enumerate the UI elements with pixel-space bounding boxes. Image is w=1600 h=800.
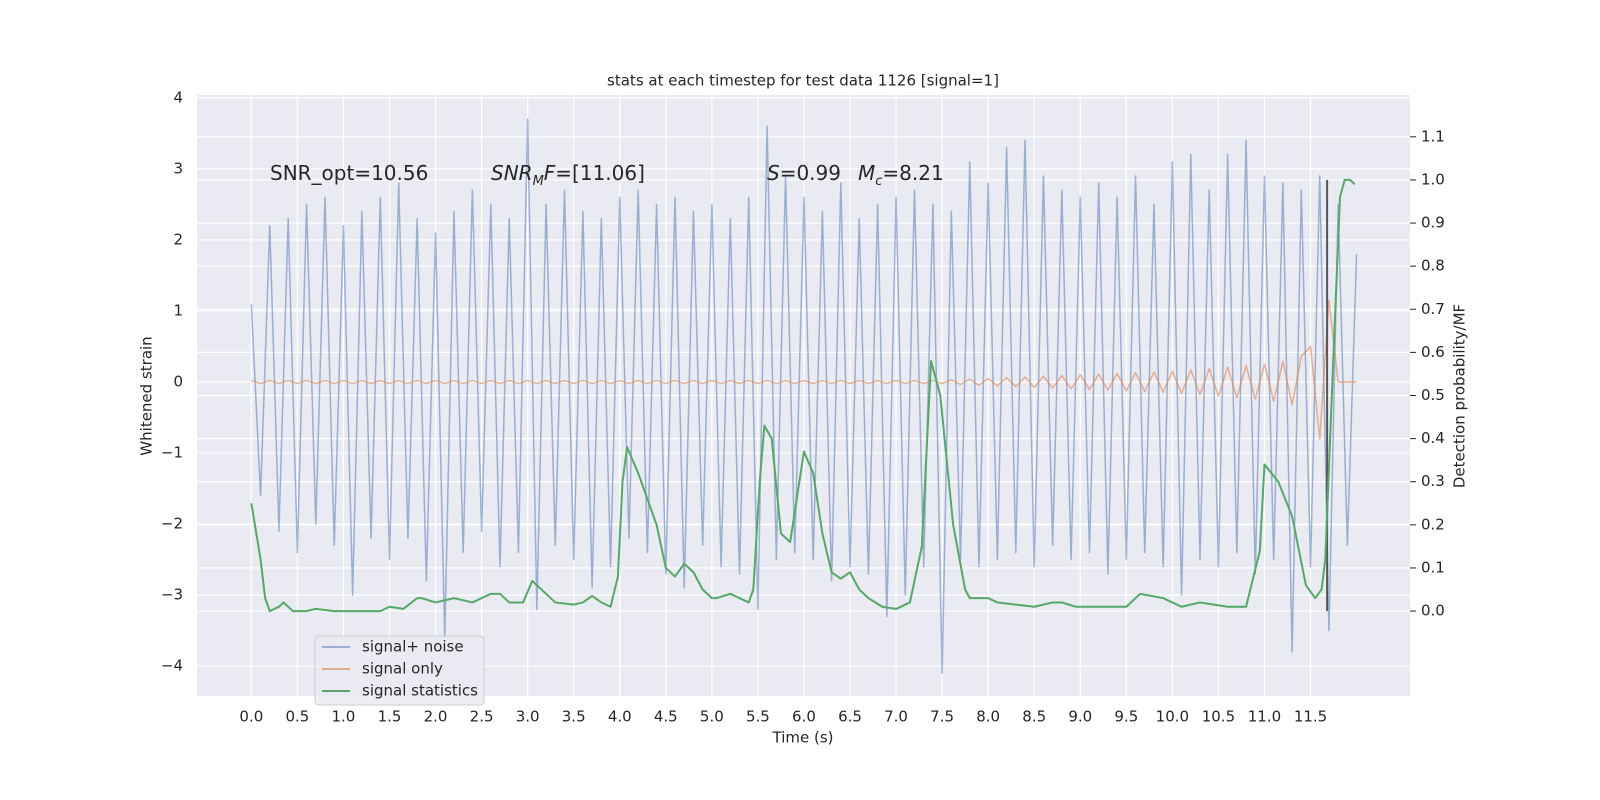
x-tick-label: 5.0 <box>700 708 724 726</box>
x-tick-label: 8.5 <box>1022 708 1046 726</box>
x-tick-label: 7.5 <box>930 708 954 726</box>
x-tick-label: 10.0 <box>1156 708 1189 726</box>
annotation-part: SNR <box>491 161 533 185</box>
y-tick-label: 0 <box>173 373 183 391</box>
y2-tick-label: 1.1 <box>1421 127 1445 145</box>
x-tick-label: 5.5 <box>746 708 770 726</box>
legend-label: signal+ noise <box>362 638 464 656</box>
annotation-part: F <box>544 161 556 185</box>
annotation-part: M <box>533 174 544 189</box>
y2-tick-label: 0.6 <box>1421 343 1445 361</box>
annotation: S=0.99 <box>767 161 841 185</box>
y-tick-label: −1 <box>161 444 183 462</box>
y2-tick-label: 0.5 <box>1421 386 1445 404</box>
x-tick-label: 1.0 <box>332 708 356 726</box>
y-tick-label: 3 <box>173 159 183 177</box>
x-tick-label: 4.5 <box>654 708 678 726</box>
y-axis-label: Whitened strain <box>138 336 156 455</box>
x-tick-label: 0.0 <box>239 708 263 726</box>
x-tick-label: 2.5 <box>470 708 494 726</box>
ticks: 0.0 0.5 1.0 1.5 2.0 2.5 3.0 3.5 4.0 4.5 5.0 5.5 6.0 6… <box>161 88 1445 725</box>
x-tick-label: 6.0 <box>792 708 816 726</box>
legend: signal+ noise signal only signal statistic… <box>314 635 485 706</box>
x-tick-label: 0.5 <box>285 708 309 726</box>
y-tick-label: 4 <box>173 88 183 106</box>
y2-tick-label: 0.0 <box>1421 602 1445 620</box>
y2-tick-label: 0.2 <box>1421 515 1445 533</box>
y2-axis-label: Detection probability/MF <box>1451 304 1469 488</box>
y2-tick-label: 0.8 <box>1421 257 1445 275</box>
x-tick-label: 1.5 <box>378 708 402 726</box>
annotation-part: =[11.06] <box>555 161 645 185</box>
x-tick-label: 3.5 <box>562 708 586 726</box>
annotation: SNR_opt=10.56 <box>270 161 428 185</box>
x-axis-label: Time (s) <box>772 729 834 747</box>
legend-label: signal statistics <box>362 682 478 700</box>
annotation: SNRMF=[11.06] <box>491 161 645 190</box>
x-tick-label: 7.0 <box>884 708 908 726</box>
series-line <box>250 118 1358 675</box>
x-tick-label: 3.0 <box>516 708 540 726</box>
y-tick-label: −4 <box>161 657 183 675</box>
y2-tick-label: 0.4 <box>1421 429 1445 447</box>
annotation-part: c <box>875 174 882 189</box>
y-tick-label: 1 <box>173 301 183 319</box>
annotation-part: S <box>767 161 780 185</box>
y2-tick-label: 0.1 <box>1421 558 1445 576</box>
x-tick-label: 11.0 <box>1248 708 1281 726</box>
annotation: Mc=8.21 <box>858 161 944 190</box>
y-tick-label: −3 <box>161 586 183 604</box>
y2-tick-label: 0.7 <box>1421 300 1445 318</box>
x-tick-label: 2.0 <box>424 708 448 726</box>
x-tick-label: 4.0 <box>608 708 632 726</box>
chart-title: stats at each timestep for test data 112… <box>607 72 999 90</box>
marks <box>250 118 1358 675</box>
x-tick-label: 9.0 <box>1068 708 1092 726</box>
legend-box <box>314 635 485 706</box>
series-line <box>250 178 1356 613</box>
x-tick-label: 9.5 <box>1114 708 1138 726</box>
x-tick-label: 11.5 <box>1294 708 1327 726</box>
annotation-part: =0.99 <box>780 161 841 185</box>
annotation-part: M <box>858 161 875 185</box>
series-line <box>251 299 1357 440</box>
y2-tick-label: 1.0 <box>1421 170 1445 188</box>
y2-tick-label: 0.3 <box>1421 472 1445 490</box>
x-tick-label: 10.5 <box>1202 708 1235 726</box>
annotation-part: SNR_opt=10.56 <box>270 161 428 185</box>
y-tick-label: 2 <box>173 230 183 248</box>
annotation-part: =8.21 <box>882 161 943 185</box>
legend-label: signal only <box>362 660 443 678</box>
y-tick-label: −2 <box>161 515 183 533</box>
y2-tick-label: 0.9 <box>1421 214 1445 232</box>
x-tick-label: 6.5 <box>838 708 862 726</box>
x-tick-label: 8.0 <box>976 708 1000 726</box>
